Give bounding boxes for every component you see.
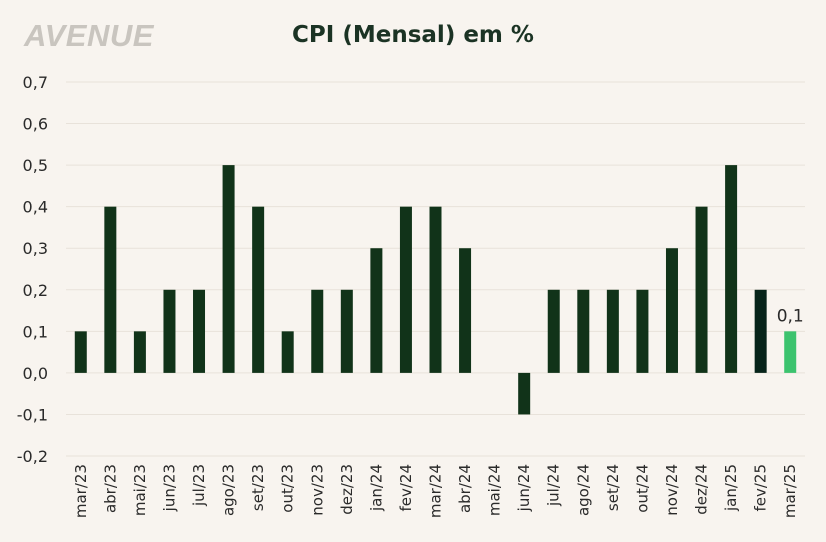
y-tick-label: 0,1 bbox=[23, 322, 48, 341]
bar-abr-24 bbox=[459, 248, 472, 373]
x-tick-label: dez/23 bbox=[338, 464, 356, 515]
y-tick-label: 0,0 bbox=[23, 364, 48, 383]
bar-nov-24 bbox=[665, 248, 678, 373]
x-tick-label: set/23 bbox=[249, 464, 267, 511]
x-tick-label: jan/25 bbox=[722, 464, 740, 512]
bar-jul-23 bbox=[193, 289, 206, 373]
x-tick-label: fev/25 bbox=[752, 464, 770, 512]
bar-mar-24 bbox=[429, 206, 442, 373]
x-tick-label: nov/23 bbox=[308, 464, 326, 516]
bar-out-23 bbox=[281, 331, 294, 373]
x-tick-label: mai/23 bbox=[131, 464, 149, 516]
bar-mai-23 bbox=[133, 331, 146, 373]
bar-dez-24 bbox=[695, 206, 708, 373]
x-tick-label: fev/24 bbox=[397, 464, 415, 512]
x-tick-label: mar/24 bbox=[427, 464, 445, 518]
y-tick-label: -0,1 bbox=[17, 405, 48, 424]
x-tick-label: mar/25 bbox=[781, 464, 799, 518]
avenue-logo: AVENUE bbox=[24, 18, 154, 53]
x-tick-label: jan/24 bbox=[367, 464, 385, 512]
bars bbox=[74, 165, 797, 415]
bar-jan-25 bbox=[725, 165, 738, 373]
bar-ago-24 bbox=[577, 289, 590, 373]
bar-abr-23 bbox=[104, 206, 117, 373]
bar-jul-24 bbox=[547, 289, 560, 373]
x-tick-label: abr/24 bbox=[456, 464, 474, 513]
data-label: 0,1 bbox=[777, 306, 804, 326]
bar-jun-24 bbox=[518, 372, 531, 415]
x-tick-label: mar/23 bbox=[72, 464, 90, 518]
y-tick-label: 0,2 bbox=[23, 281, 48, 300]
y-tick-label: 0,7 bbox=[23, 73, 48, 92]
bar-jun-23 bbox=[163, 289, 176, 373]
x-tick-label: abr/23 bbox=[101, 464, 119, 513]
y-tick-label: 0,4 bbox=[23, 198, 48, 217]
x-tick-label: out/24 bbox=[633, 464, 651, 513]
bar-fev-24 bbox=[399, 206, 412, 373]
x-tick-label: jul/23 bbox=[190, 464, 208, 507]
bar-jan-24 bbox=[370, 248, 383, 373]
bar-set-23 bbox=[252, 206, 265, 373]
x-tick-label: mai/24 bbox=[486, 464, 504, 516]
x-tick-label: out/23 bbox=[279, 464, 297, 513]
x-tick-label: jun/23 bbox=[160, 464, 178, 512]
x-tick-label: jul/24 bbox=[545, 464, 563, 507]
bar-set-24 bbox=[606, 289, 619, 373]
bar-dez-23 bbox=[340, 289, 353, 373]
x-tick-label: ago/24 bbox=[574, 464, 592, 516]
bar-fev-25 bbox=[754, 289, 767, 373]
x-axis-ticks: mar/23 abr/23 mai/23 jun/23 jul/23 ago/23 set/… bbox=[72, 464, 799, 518]
bar-mar-25 bbox=[784, 331, 797, 373]
bar-nov-23 bbox=[311, 289, 324, 373]
x-tick-label: dez/24 bbox=[693, 464, 711, 515]
x-tick-label: jun/24 bbox=[515, 464, 533, 512]
y-tick-label: -0,2 bbox=[17, 447, 48, 466]
y-tick-label: 0,5 bbox=[23, 156, 48, 175]
y-axis-ticks: -0,2 -0,1 0,0 0,1 0,2 0,3 0,4 0,5 0,6 0,7 bbox=[17, 73, 48, 466]
x-tick-label: nov/24 bbox=[663, 464, 681, 516]
chart-title: CPI (Mensal) em % bbox=[292, 22, 534, 48]
bar-ago-23 bbox=[222, 165, 235, 373]
y-tick-label: 0,3 bbox=[23, 239, 48, 258]
x-tick-label: set/24 bbox=[604, 464, 622, 511]
bar-mar-23 bbox=[74, 331, 87, 373]
bar-out-24 bbox=[636, 289, 649, 373]
y-tick-label: 0,6 bbox=[23, 115, 48, 134]
x-tick-label: ago/23 bbox=[220, 464, 238, 516]
annotations: 0,1 bbox=[777, 306, 804, 326]
